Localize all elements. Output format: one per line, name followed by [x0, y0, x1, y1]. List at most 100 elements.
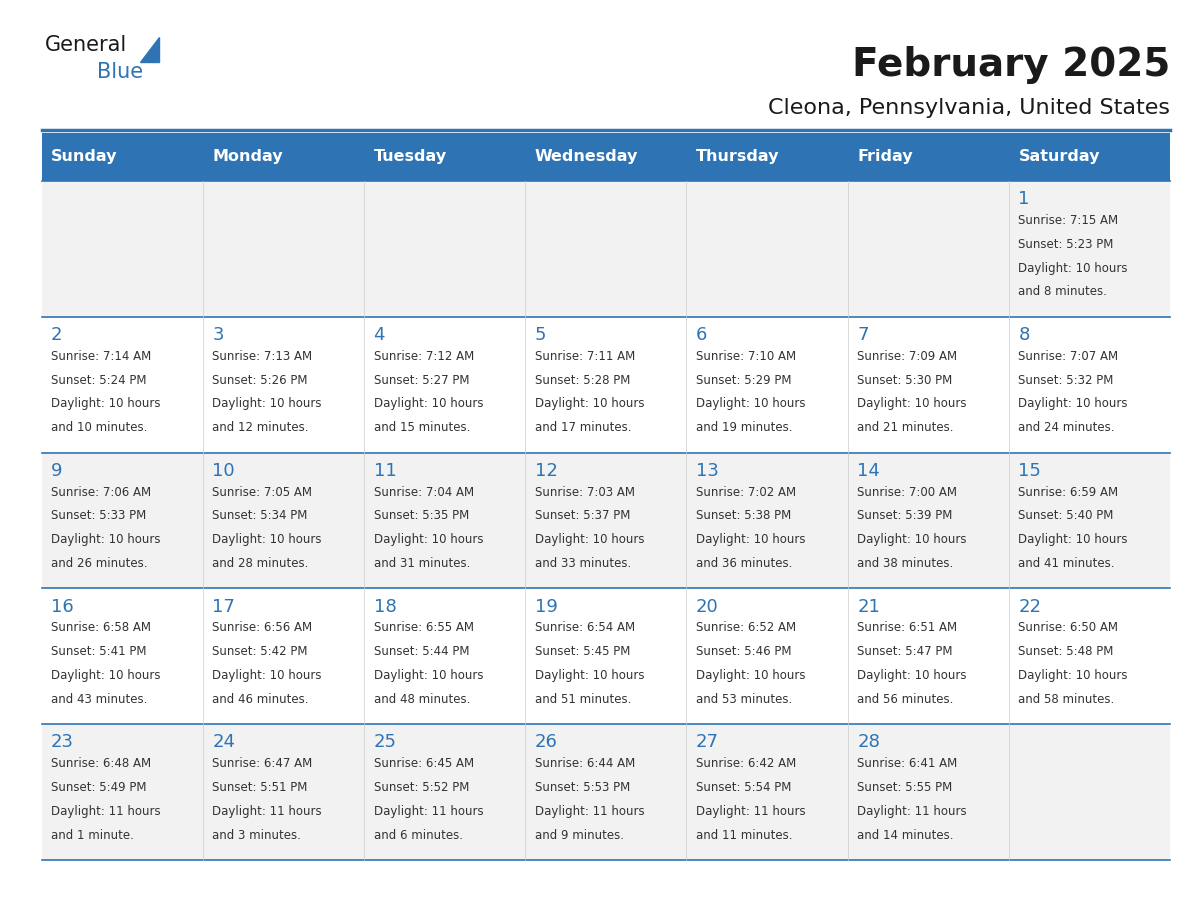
Text: Daylight: 10 hours: Daylight: 10 hours: [213, 669, 322, 682]
Text: 2: 2: [51, 326, 63, 344]
Text: Sunrise: 6:54 AM: Sunrise: 6:54 AM: [535, 621, 634, 634]
Text: Sunrise: 7:15 AM: Sunrise: 7:15 AM: [1018, 214, 1119, 227]
Text: 15: 15: [1018, 462, 1042, 480]
Text: Daylight: 10 hours: Daylight: 10 hours: [1018, 533, 1127, 546]
Text: and 28 minutes.: and 28 minutes.: [213, 557, 309, 570]
Text: Sunset: 5:52 PM: Sunset: 5:52 PM: [373, 781, 469, 794]
Text: 24: 24: [213, 733, 235, 752]
Text: and 6 minutes.: and 6 minutes.: [373, 829, 462, 842]
Text: Sunrise: 7:07 AM: Sunrise: 7:07 AM: [1018, 350, 1119, 363]
Text: and 14 minutes.: and 14 minutes.: [858, 829, 954, 842]
Text: February 2025: February 2025: [852, 46, 1170, 84]
Text: Daylight: 11 hours: Daylight: 11 hours: [213, 805, 322, 818]
Text: Sunrise: 7:06 AM: Sunrise: 7:06 AM: [51, 486, 151, 498]
Text: Sunset: 5:46 PM: Sunset: 5:46 PM: [696, 645, 791, 658]
Text: and 56 minutes.: and 56 minutes.: [858, 693, 954, 706]
Text: Daylight: 11 hours: Daylight: 11 hours: [535, 805, 644, 818]
Text: Cleona, Pennsylvania, United States: Cleona, Pennsylvania, United States: [769, 98, 1170, 118]
Text: and 36 minutes.: and 36 minutes.: [696, 557, 792, 570]
Text: Sunset: 5:35 PM: Sunset: 5:35 PM: [373, 509, 469, 522]
Bar: [42, 317, 1170, 453]
Text: Sunset: 5:24 PM: Sunset: 5:24 PM: [51, 374, 146, 386]
Text: 1: 1: [1018, 190, 1030, 208]
Text: 3: 3: [213, 326, 223, 344]
Text: Sunset: 5:44 PM: Sunset: 5:44 PM: [373, 645, 469, 658]
Text: and 3 minutes.: and 3 minutes.: [213, 829, 302, 842]
Text: Sunrise: 7:04 AM: Sunrise: 7:04 AM: [373, 486, 474, 498]
Bar: [42, 181, 1170, 317]
Text: Sunrise: 7:09 AM: Sunrise: 7:09 AM: [858, 350, 958, 363]
Text: 27: 27: [696, 733, 719, 752]
Text: Sunrise: 6:56 AM: Sunrise: 6:56 AM: [213, 621, 312, 634]
Text: 20: 20: [696, 598, 719, 616]
Text: Sunrise: 6:47 AM: Sunrise: 6:47 AM: [213, 757, 312, 770]
Text: Daylight: 10 hours: Daylight: 10 hours: [213, 533, 322, 546]
Text: Sunset: 5:32 PM: Sunset: 5:32 PM: [1018, 374, 1114, 386]
Text: 19: 19: [535, 598, 557, 616]
Text: and 53 minutes.: and 53 minutes.: [696, 693, 792, 706]
Text: and 51 minutes.: and 51 minutes.: [535, 693, 631, 706]
Text: Sunrise: 6:44 AM: Sunrise: 6:44 AM: [535, 757, 636, 770]
Text: Sunrise: 7:10 AM: Sunrise: 7:10 AM: [696, 350, 796, 363]
Text: 9: 9: [51, 462, 63, 480]
Text: 23: 23: [51, 733, 74, 752]
Text: Daylight: 10 hours: Daylight: 10 hours: [213, 397, 322, 410]
Text: Daylight: 11 hours: Daylight: 11 hours: [858, 805, 967, 818]
Text: Sunset: 5:45 PM: Sunset: 5:45 PM: [535, 645, 630, 658]
Text: and 11 minutes.: and 11 minutes.: [696, 829, 792, 842]
Text: Tuesday: Tuesday: [373, 150, 447, 164]
Text: 26: 26: [535, 733, 557, 752]
Text: Daylight: 10 hours: Daylight: 10 hours: [535, 669, 644, 682]
Text: 4: 4: [373, 326, 385, 344]
Bar: [42, 133, 1170, 181]
Text: Sunrise: 6:50 AM: Sunrise: 6:50 AM: [1018, 621, 1118, 634]
Text: and 48 minutes.: and 48 minutes.: [373, 693, 470, 706]
Text: Sunrise: 6:59 AM: Sunrise: 6:59 AM: [1018, 486, 1119, 498]
Text: Sunset: 5:55 PM: Sunset: 5:55 PM: [858, 781, 953, 794]
Text: Sunrise: 6:51 AM: Sunrise: 6:51 AM: [858, 621, 958, 634]
Text: Sunrise: 7:14 AM: Sunrise: 7:14 AM: [51, 350, 151, 363]
Text: Sunrise: 6:45 AM: Sunrise: 6:45 AM: [373, 757, 474, 770]
Text: Sunrise: 6:52 AM: Sunrise: 6:52 AM: [696, 621, 796, 634]
Text: Daylight: 10 hours: Daylight: 10 hours: [696, 669, 805, 682]
Text: 21: 21: [858, 598, 880, 616]
Text: Sunset: 5:48 PM: Sunset: 5:48 PM: [1018, 645, 1114, 658]
Text: Daylight: 11 hours: Daylight: 11 hours: [696, 805, 805, 818]
Text: 6: 6: [696, 326, 707, 344]
Text: Sunrise: 7:11 AM: Sunrise: 7:11 AM: [535, 350, 636, 363]
Text: Sunday: Sunday: [51, 150, 118, 164]
Bar: [42, 588, 1170, 724]
Text: Thursday: Thursday: [696, 150, 779, 164]
Bar: [42, 453, 1170, 588]
Text: Sunset: 5:34 PM: Sunset: 5:34 PM: [213, 509, 308, 522]
Bar: [42, 724, 1170, 860]
Text: 11: 11: [373, 462, 397, 480]
Text: and 41 minutes.: and 41 minutes.: [1018, 557, 1116, 570]
Text: Sunset: 5:54 PM: Sunset: 5:54 PM: [696, 781, 791, 794]
Text: and 12 minutes.: and 12 minutes.: [213, 421, 309, 434]
Text: Sunset: 5:47 PM: Sunset: 5:47 PM: [858, 645, 953, 658]
Text: Sunset: 5:33 PM: Sunset: 5:33 PM: [51, 509, 146, 522]
Text: General: General: [45, 35, 127, 55]
Text: Daylight: 10 hours: Daylight: 10 hours: [1018, 397, 1127, 410]
Text: and 31 minutes.: and 31 minutes.: [373, 557, 470, 570]
Text: Sunset: 5:42 PM: Sunset: 5:42 PM: [213, 645, 308, 658]
Text: Sunrise: 7:12 AM: Sunrise: 7:12 AM: [373, 350, 474, 363]
Text: 7: 7: [858, 326, 868, 344]
Text: Sunset: 5:49 PM: Sunset: 5:49 PM: [51, 781, 146, 794]
Text: Sunset: 5:38 PM: Sunset: 5:38 PM: [696, 509, 791, 522]
Text: Sunrise: 6:48 AM: Sunrise: 6:48 AM: [51, 757, 151, 770]
Text: Daylight: 10 hours: Daylight: 10 hours: [1018, 669, 1127, 682]
Text: Daylight: 10 hours: Daylight: 10 hours: [535, 397, 644, 410]
Text: Daylight: 10 hours: Daylight: 10 hours: [858, 397, 967, 410]
Text: and 46 minutes.: and 46 minutes.: [213, 693, 309, 706]
Text: 14: 14: [858, 462, 880, 480]
Text: Daylight: 10 hours: Daylight: 10 hours: [535, 533, 644, 546]
Text: Wednesday: Wednesday: [535, 150, 638, 164]
Text: Sunrise: 6:58 AM: Sunrise: 6:58 AM: [51, 621, 151, 634]
Text: 5: 5: [535, 326, 546, 344]
Text: 25: 25: [373, 733, 397, 752]
Text: Sunset: 5:37 PM: Sunset: 5:37 PM: [535, 509, 630, 522]
Text: and 9 minutes.: and 9 minutes.: [535, 829, 624, 842]
Text: and 15 minutes.: and 15 minutes.: [373, 421, 470, 434]
